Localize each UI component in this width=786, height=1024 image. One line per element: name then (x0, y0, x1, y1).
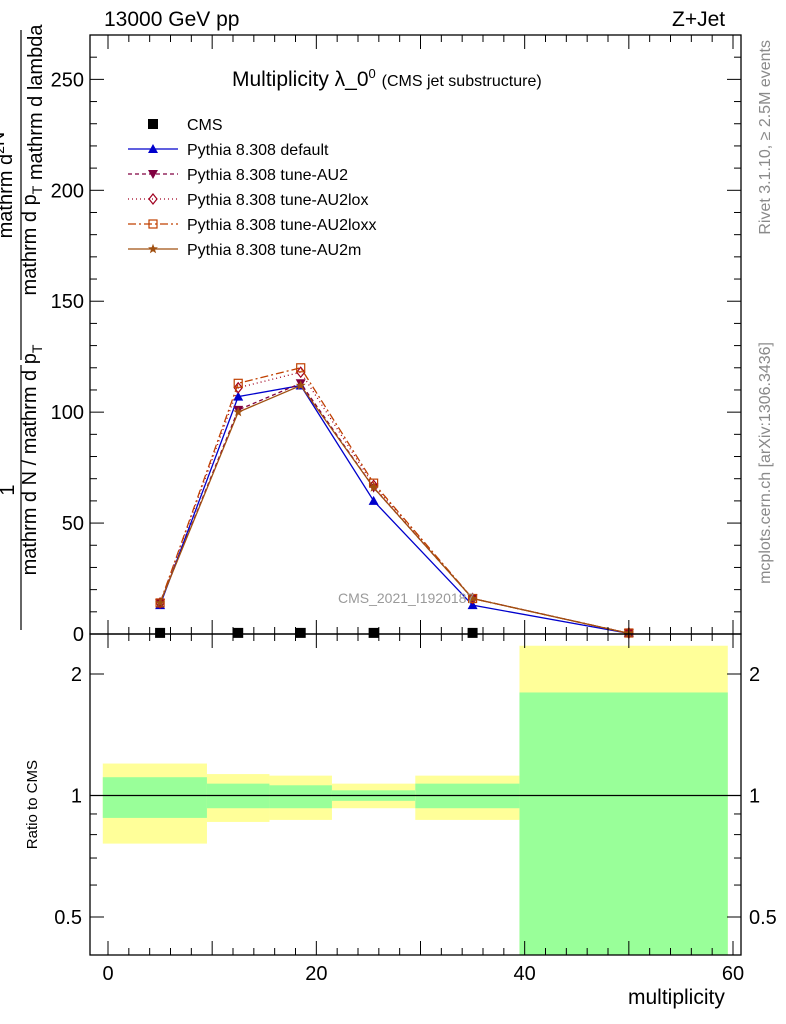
ratio-xtick-label: 60 (722, 963, 744, 985)
legend-marker-cms (148, 119, 158, 129)
point-AU2m-3 (368, 482, 379, 492)
point-AU2loxx-1 (233, 378, 243, 388)
ylabel-fraction-numerator-part: mathrm d (0, 154, 17, 238)
chart-title-note: (CMS jet substructure) (381, 73, 542, 90)
ratio-ylabel: Ratio to CMS (24, 760, 41, 850)
chart-title-sup: 0 (368, 66, 376, 81)
legend-label-AU2lox: Pythia 8.308 tune-AU2lox (187, 192, 368, 209)
ratio-ytick-label: 0.5 (54, 907, 82, 929)
legend-label-default: Pythia 8.308 default (187, 142, 329, 159)
rivet-version: Rivet 3.1.10, ≥ 2.5M events (757, 40, 774, 235)
ylabel-normalisation-part: mathrm d N / mathrm d p (19, 353, 41, 575)
chart-title-main: Multiplicity λ_0 (232, 68, 369, 91)
legend-item-AU2lox: Pythia 8.308 tune-AU2lox (128, 192, 368, 209)
main-ytick-label: 50 (62, 513, 84, 535)
legend-item-AU2m: Pythia 8.308 tune-AU2m (128, 242, 361, 259)
legend-item-default: Pythia 8.308 default (128, 142, 329, 159)
panel-frames (89, 34, 742, 956)
chart-title: Multiplicity λ_00 (CMS jet substructure) (232, 66, 542, 92)
ylabel-fraction-numerator-part: N (0, 132, 9, 146)
legend-item-AU2: Pythia 8.308 tune-AU2 (128, 167, 348, 184)
point-default-4 (467, 600, 478, 610)
series-line-AU2m (159, 384, 629, 634)
ratio-bands (102, 645, 728, 955)
ratio-inner-band-2 (269, 785, 332, 809)
point-default-1 (233, 391, 244, 401)
legend-label-AU2: Pythia 8.308 tune-AU2 (187, 167, 348, 184)
ylabel-fraction-denominator-part: T (29, 185, 45, 194)
point-cms-1 (233, 627, 244, 638)
main-ytick-label: 200 (51, 180, 84, 202)
main-panel-series (155, 363, 634, 639)
ratio-ytick-label-right: 1 (749, 786, 760, 808)
point-AU2lox-2 (295, 366, 306, 379)
legend-label-cms: CMS (187, 117, 223, 134)
legend: CMS Pythia 8.308 default Pythia 8.308 tune… (128, 117, 376, 259)
energy-label: 13000 GeV pp (104, 8, 240, 31)
ratio-xtick-label: 0 (102, 963, 113, 985)
ratio-xtick-label: 20 (305, 963, 327, 985)
series-cms (155, 627, 478, 638)
legend-marker-AU2loxx (148, 219, 158, 229)
point-AU2m-1 (233, 406, 244, 417)
point-AU2m-4 (467, 593, 478, 603)
legend-item-cms: CMS (148, 117, 223, 134)
process-label: Z+Jet (672, 8, 726, 31)
legend-marker-default (148, 144, 158, 153)
series-line-default (159, 384, 629, 634)
ratio-ytick-label-right: 0.5 (749, 907, 777, 929)
main-ytick-label: 100 (51, 402, 84, 424)
source-label: mcplots.cern.ch [arXiv:1306.3436] (757, 342, 774, 584)
ylabel-normalisation-part: T (29, 344, 45, 353)
ylabel-normalisation: mathrm d N / mathrm d pT (19, 344, 45, 575)
legend-marker-AU2 (148, 170, 158, 179)
legend-marker-AU2lox (148, 193, 158, 205)
main-ytick-label: 250 (51, 69, 84, 91)
point-cms-4 (467, 627, 478, 638)
watermark: CMS_2021_I1920187 (338, 590, 475, 606)
ylabel-fraction-denominator: mathrm d pT mathrm d lambda (19, 24, 47, 296)
legend-item-AU2loxx: Pythia 8.308 tune-AU2loxx (128, 217, 376, 234)
point-AU2lox-1 (233, 381, 243, 394)
point-AU2loxx-2 (296, 363, 306, 373)
ylabel-fraction-numerator: mathrm d2N (0, 132, 17, 239)
ylabel-fraction-denominator-part: mathrm d lambda (25, 24, 47, 186)
main-ytick-label: 0 (73, 624, 84, 646)
ylabel-fraction-numerator-part: 2 (0, 146, 7, 154)
point-cms-0 (155, 627, 166, 638)
point-AU2m-0 (155, 597, 165, 608)
ratio-xtick-label: 40 (514, 963, 536, 985)
ratio-inner-band-5 (519, 692, 728, 955)
point-default-3 (368, 495, 379, 505)
ylabel-one: 1 (0, 484, 19, 495)
legend-label-AU2m: Pythia 8.308 tune-AU2m (187, 242, 361, 259)
ylabel-fraction-denominator-part: mathrm d p (19, 194, 41, 295)
legend-marker-AU2m (148, 243, 158, 254)
point-AU2m-2 (295, 380, 306, 390)
ratio-ytick-label: 2 (71, 664, 82, 686)
ratio-xlabel: multiplicity (628, 986, 725, 1009)
legend-label-AU2loxx: Pythia 8.308 tune-AU2loxx (187, 217, 376, 234)
ratio-ytick-label-right: 2 (749, 664, 760, 686)
ylabel-one-part: 1 (0, 484, 19, 495)
ratio-ytick-label: 1 (71, 786, 82, 808)
point-cms-3 (368, 627, 379, 638)
ratio-inner-band-0 (102, 777, 207, 818)
ratio-panel-frame (89, 633, 742, 956)
main-ytick-label: 150 (51, 291, 84, 313)
point-cms-2 (295, 627, 306, 638)
